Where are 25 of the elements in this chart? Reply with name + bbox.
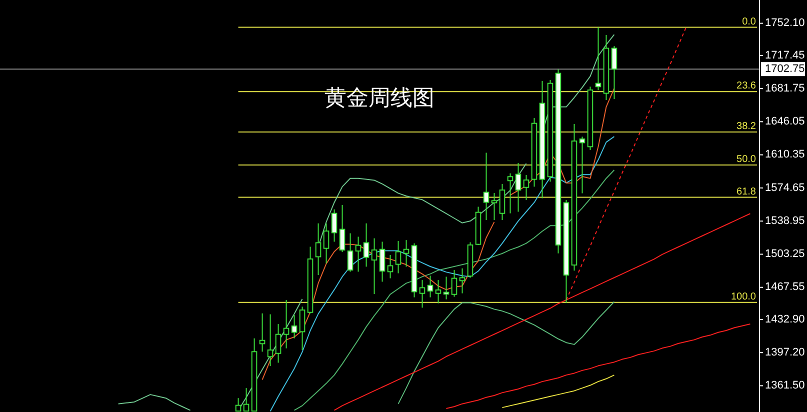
annotation: 50.0 <box>736 154 756 165</box>
ref-line-label: 1702.75 <box>765 62 805 75</box>
y-tick-label: 1717.45 <box>765 49 805 62</box>
annotation: 23.6 <box>736 80 756 92</box>
annotation: 38.2 <box>736 121 756 132</box>
y-tick-label: 1467.55 <box>765 281 805 294</box>
y-tick-label: 1681.75 <box>765 82 805 94</box>
y-tick-label: 1503.25 <box>765 248 805 260</box>
y-tick-label: 1610.35 <box>765 148 805 161</box>
y-tick-label: 1432.90 <box>765 313 805 326</box>
y-tick-label: 1752.10 <box>765 17 805 30</box>
y-tick-label: 1574.65 <box>765 182 805 194</box>
annotation: 61.8 <box>736 186 756 198</box>
y-tick-label: 1646.05 <box>765 116 805 128</box>
y-tick-label: 1397.20 <box>765 346 805 359</box>
annotation: 0.0 <box>742 16 756 28</box>
y-tick-label: 1538.95 <box>765 214 805 227</box>
y-tick-label: 1361.50 <box>765 380 805 392</box>
line-series <box>446 324 751 409</box>
line-series <box>270 136 615 412</box>
line-series <box>398 301 615 404</box>
annotation: 100.0 <box>730 291 756 302</box>
line-series <box>294 170 615 411</box>
text: 黄金周线图 <box>324 85 434 110</box>
line-series <box>502 374 615 408</box>
